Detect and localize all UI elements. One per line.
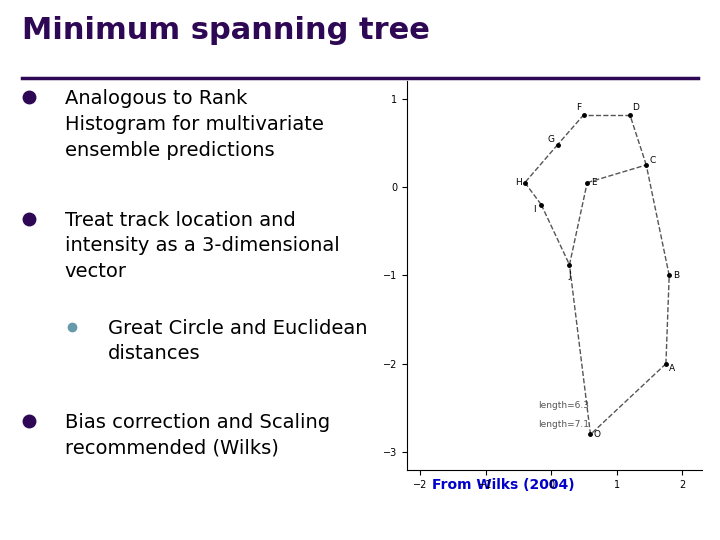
Text: Treat track location and
intensity as a 3-dimensional
vector: Treat track location and intensity as a … — [65, 211, 340, 281]
Text: Bias correction and Scaling
recommended (Wilks): Bias correction and Scaling recommended … — [65, 413, 330, 458]
Text: F: F — [576, 103, 581, 112]
Text: Minimum spanning tree: Minimum spanning tree — [22, 16, 429, 45]
Text: Analogous to Rank
Histogram for multivariate
ensemble predictions: Analogous to Rank Histogram for multivar… — [65, 89, 324, 160]
Text: Great Circle and Euclidean
distances: Great Circle and Euclidean distances — [108, 319, 367, 363]
Text: E: E — [591, 178, 597, 187]
Text: A: A — [670, 363, 675, 373]
Text: B: B — [672, 271, 679, 280]
Text: J: J — [568, 271, 571, 280]
Text: length=7.1: length=7.1 — [538, 420, 589, 429]
Text: G: G — [548, 135, 554, 144]
Text: D: D — [631, 103, 639, 112]
Text: I: I — [534, 205, 536, 214]
Text: length=6.3: length=6.3 — [538, 401, 589, 410]
Text: C: C — [649, 156, 656, 165]
Text: From Wilks (2004): From Wilks (2004) — [432, 478, 575, 492]
Text: O: O — [593, 430, 600, 439]
Text: H: H — [515, 178, 522, 187]
